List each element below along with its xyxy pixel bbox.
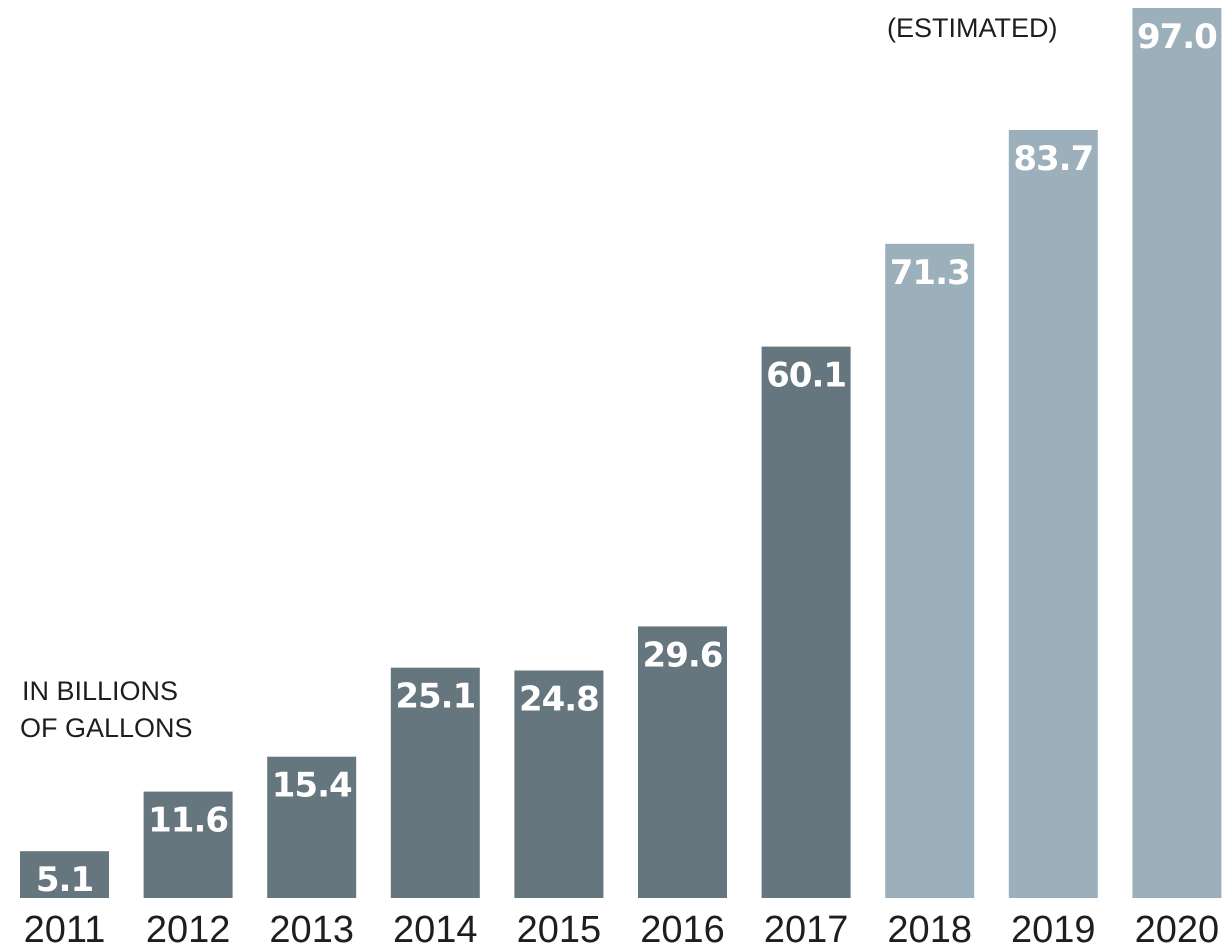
value-label-2014: 25.1 <box>395 677 475 717</box>
value-label-2020: 97.0 <box>1137 17 1217 57</box>
category-label-2020: 2020 <box>1135 909 1220 951</box>
bar-2011 <box>20 851 109 898</box>
unit-note-line-2: OF GALLONS <box>20 713 193 743</box>
unit-note-line-1: IN BILLIONS <box>22 676 178 706</box>
category-label-2014: 2014 <box>393 909 478 951</box>
bar-2020 <box>1132 8 1222 898</box>
value-labels-group: 5.1 11.6 15.4 25.1 24.8 29.6 60.1 71.3 83.7 97.0 <box>36 17 1218 900</box>
bar-2013 <box>267 756 357 898</box>
bar-2014 <box>390 667 480 898</box>
bar-2017 <box>761 346 851 899</box>
category-label-2016: 2016 <box>640 909 725 951</box>
value-label-2017: 60.1 <box>766 356 846 396</box>
value-label-2012: 11.6 <box>148 801 228 841</box>
category-label-2018: 2018 <box>887 909 972 951</box>
value-label-2019: 83.7 <box>1013 139 1093 179</box>
category-label-2019: 2019 <box>1011 909 1096 951</box>
value-label-2011: 5.1 <box>36 860 93 900</box>
value-label-2018: 71.3 <box>890 253 970 293</box>
category-label-2013: 2013 <box>269 909 354 951</box>
bar-2019 <box>1008 130 1098 898</box>
value-label-2013: 15.4 <box>272 766 352 806</box>
bar-2018 <box>885 243 975 899</box>
bars-group <box>20 8 1222 899</box>
category-label-2015: 2015 <box>517 909 602 951</box>
value-label-2016: 29.6 <box>643 635 723 675</box>
estimated-note: (ESTIMATED) <box>887 13 1058 43</box>
bar-2015 <box>514 670 604 898</box>
category-labels-group: 2011 2012 2013 2014 2015 2016 2017 2018 2019 2020 <box>24 909 1220 951</box>
category-label-2017: 2017 <box>764 909 849 951</box>
bar-2012 <box>143 791 233 898</box>
category-label-2011: 2011 <box>24 909 106 951</box>
value-label-2015: 24.8 <box>519 680 599 720</box>
bar-2016 <box>638 626 727 898</box>
category-label-2012: 2012 <box>146 909 231 951</box>
